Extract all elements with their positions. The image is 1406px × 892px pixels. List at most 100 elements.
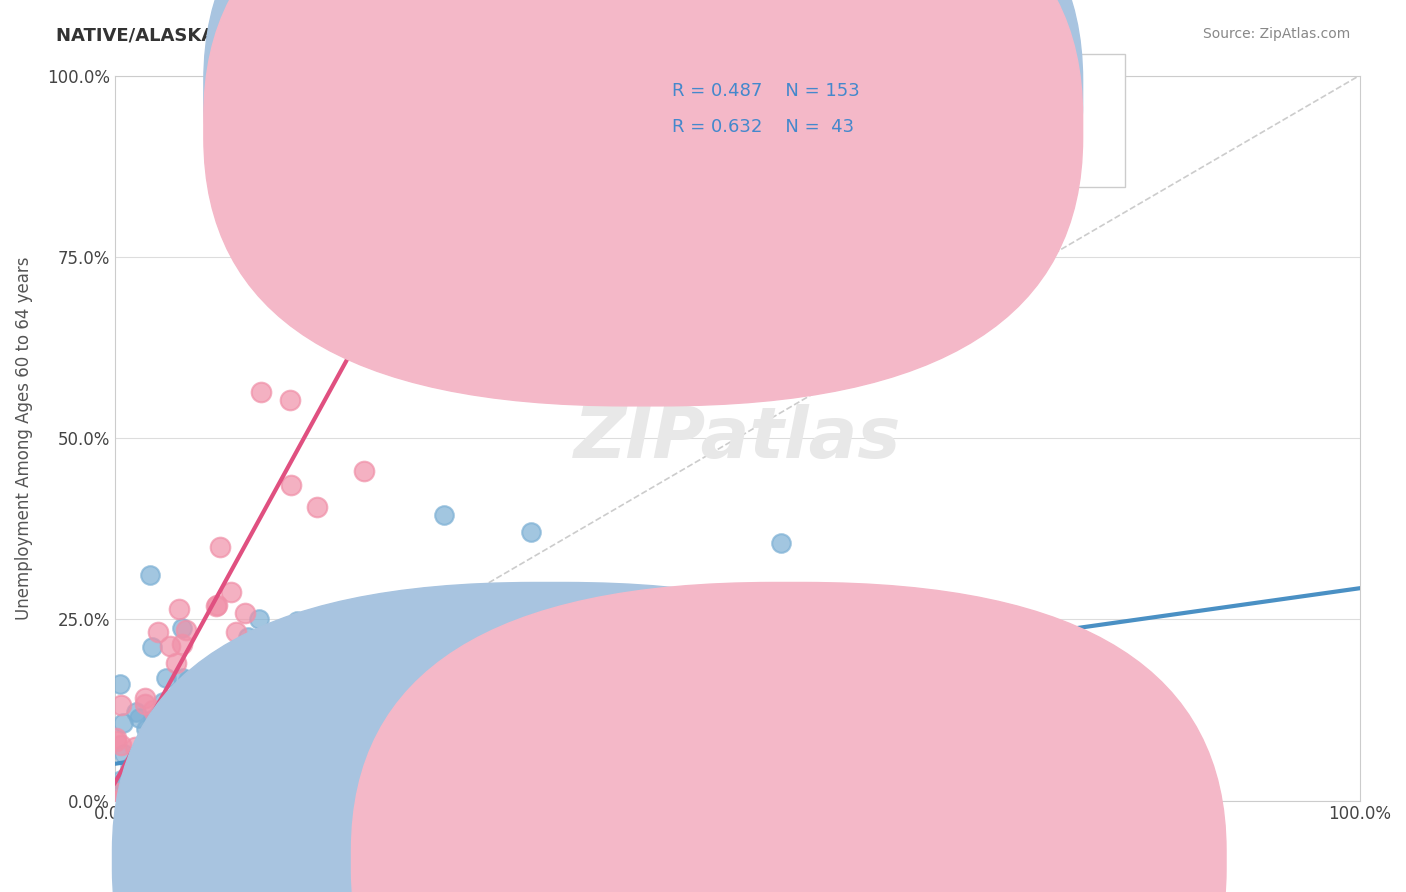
Point <box>145 723 167 738</box>
Point <box>250 385 273 400</box>
Point <box>141 640 163 654</box>
Point <box>471 794 494 808</box>
Point <box>391 794 413 808</box>
Point <box>212 672 235 686</box>
Point <box>550 594 572 608</box>
Point <box>112 747 135 761</box>
Point <box>769 536 792 550</box>
Point <box>242 794 264 808</box>
Point <box>333 639 356 653</box>
Point <box>117 794 139 808</box>
Point <box>627 681 650 695</box>
Point <box>165 656 187 670</box>
Point <box>233 784 256 798</box>
Point <box>205 598 228 612</box>
Point <box>125 705 148 719</box>
Point <box>163 738 186 752</box>
Point <box>170 637 193 651</box>
Point <box>115 794 138 808</box>
Point <box>475 684 498 698</box>
Point <box>127 782 149 797</box>
Point <box>128 711 150 725</box>
Point <box>378 751 401 765</box>
Point <box>107 794 129 808</box>
Point <box>173 691 195 706</box>
Point <box>367 794 389 808</box>
Point <box>108 677 131 691</box>
Point <box>142 794 165 808</box>
Point <box>188 794 211 808</box>
Point <box>285 614 308 628</box>
Point <box>271 678 294 692</box>
Point <box>117 794 139 808</box>
Point <box>157 794 180 808</box>
Point <box>166 786 188 800</box>
Point <box>124 739 146 754</box>
Point <box>548 714 571 729</box>
Point <box>115 794 138 808</box>
Point <box>108 794 131 808</box>
Text: Slovaks: Slovaks <box>810 851 873 869</box>
Point <box>135 794 157 808</box>
Point <box>551 794 574 808</box>
Point <box>437 788 460 802</box>
Point <box>132 794 155 808</box>
Point <box>209 722 232 736</box>
Point <box>479 618 502 632</box>
Text: ZIPatlas: ZIPatlas <box>574 403 901 473</box>
Point <box>114 794 136 808</box>
Point <box>380 764 402 779</box>
Point <box>150 794 173 808</box>
Point <box>347 788 370 802</box>
Point <box>520 525 543 540</box>
Point <box>333 669 356 683</box>
Point <box>110 777 132 791</box>
Point <box>336 794 359 808</box>
Point <box>305 500 328 514</box>
Point <box>665 713 688 727</box>
Point <box>208 794 231 808</box>
Point <box>136 781 159 796</box>
Text: R = 0.487    N = 153: R = 0.487 N = 153 <box>672 82 860 100</box>
Point <box>128 771 150 785</box>
Point <box>111 794 134 808</box>
Point <box>411 630 433 644</box>
Point <box>167 602 190 616</box>
Point <box>167 730 190 744</box>
Point <box>152 695 174 709</box>
Point <box>225 625 247 640</box>
Point <box>104 794 127 808</box>
Point <box>177 687 200 701</box>
Text: R = 0.632    N =  43: R = 0.632 N = 43 <box>672 118 855 136</box>
Point <box>179 763 201 777</box>
Point <box>145 794 167 808</box>
Point <box>231 699 253 714</box>
Point <box>278 649 301 664</box>
Point <box>105 794 128 808</box>
Point <box>157 794 180 808</box>
Point <box>406 665 429 679</box>
Point <box>152 794 174 808</box>
Point <box>240 740 263 755</box>
Point <box>330 616 353 631</box>
Point <box>222 656 245 670</box>
Point <box>174 794 197 808</box>
Point <box>177 794 200 808</box>
Point <box>159 639 181 653</box>
Point <box>524 650 547 665</box>
Point <box>232 794 254 808</box>
Point <box>274 794 297 808</box>
Point <box>238 725 260 739</box>
Point <box>319 708 342 723</box>
Point <box>135 722 157 736</box>
Point <box>382 642 405 657</box>
Point <box>240 794 263 808</box>
Point <box>599 794 621 808</box>
Point <box>145 794 167 808</box>
Point <box>408 701 430 715</box>
Point <box>124 768 146 782</box>
Point <box>204 794 226 808</box>
Point <box>208 778 231 792</box>
Point <box>257 748 280 763</box>
Point <box>758 691 780 706</box>
